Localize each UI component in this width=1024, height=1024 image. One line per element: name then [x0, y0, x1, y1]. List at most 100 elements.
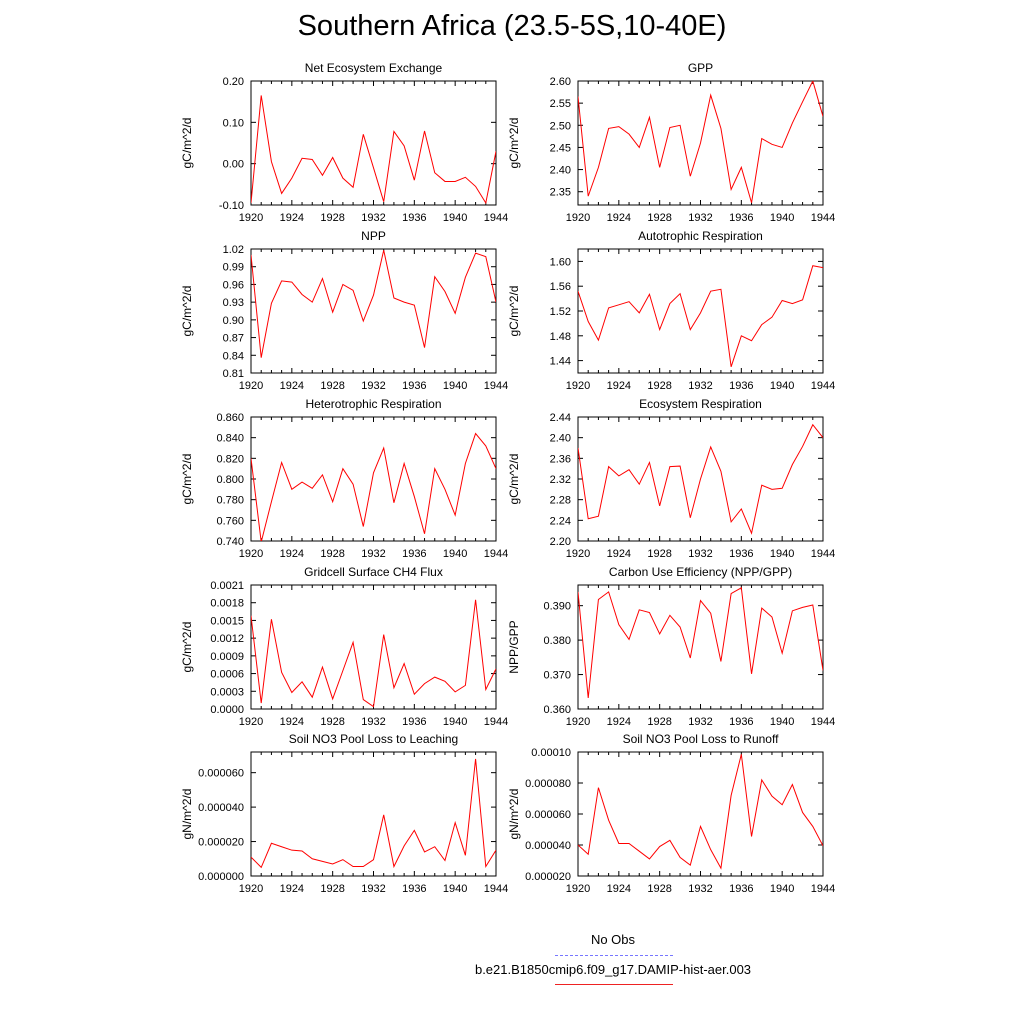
panel-4: Heterotrophic Respiration gC/m^2/d 1920 192…: [180, 397, 508, 560]
x-tick-label: 1936: [729, 380, 753, 392]
figure-title: Southern Africa (23.5-5S,10-40E): [297, 10, 727, 42]
x-tick-label: 1920: [566, 548, 590, 560]
x-tick-label: 1940: [770, 883, 794, 895]
y-tick-label: 2.36: [550, 453, 571, 465]
y-tick-label: 2.55: [550, 98, 571, 110]
series-line: [251, 758, 496, 869]
x-tick-label: 1920: [566, 883, 590, 895]
y-tick-label: 1.52: [550, 306, 571, 318]
x-tick-label: 1932: [361, 380, 385, 392]
x-tick-label: 1944: [811, 548, 835, 560]
y-tick-label: 0.000080: [525, 778, 571, 790]
panel-title: Carbon Use Efficiency (NPP/GPP): [609, 565, 792, 579]
plot-frame: [250, 80, 497, 206]
x-tick-label: 1924: [280, 883, 304, 895]
y-tick-label: 2.50: [550, 120, 571, 132]
y-tick-label: 0.800: [216, 474, 244, 486]
x-tick-label: 1928: [320, 883, 344, 895]
panel-title: Gridcell Surface CH4 Flux: [304, 565, 443, 579]
series-line: [578, 423, 823, 535]
y-tick-label: 2.32: [550, 474, 571, 486]
y-tick-label: 0.96: [223, 279, 244, 291]
x-tick-label: 1940: [443, 380, 467, 392]
y-tick-label: 0.81: [223, 368, 244, 380]
y-tick-label: 0.0003: [210, 686, 244, 698]
x-tick-label: 1924: [607, 212, 631, 224]
panel-0: Net Ecosystem Exchange gC/m^2/d 1920 1924 19…: [180, 61, 508, 224]
x-tick-label: 1920: [239, 212, 263, 224]
x-tick-label: 1932: [688, 548, 712, 560]
y-tick-label: 0.000040: [198, 802, 244, 814]
x-tick-label: 1924: [607, 716, 631, 728]
x-tick-label: 1932: [688, 380, 712, 392]
x-tick-label: 1932: [688, 212, 712, 224]
x-tick-label: 1924: [280, 716, 304, 728]
x-tick-label: 1920: [566, 212, 590, 224]
y-tick-label: 0.390: [543, 601, 571, 613]
x-tick-label: 1940: [770, 716, 794, 728]
y-axis-label: gC/m^2/d: [507, 454, 521, 505]
x-tick-label: 1928: [320, 380, 344, 392]
legend-line-model-run: [555, 984, 673, 985]
y-tick-label: 0.840: [216, 433, 244, 445]
x-tick-label: 1920: [239, 883, 263, 895]
y-tick-label: 0.0009: [210, 651, 244, 663]
x-tick-label: 1936: [402, 380, 426, 392]
x-tick-label: 1920: [566, 380, 590, 392]
series-line: [578, 81, 823, 203]
x-tick-label: 1932: [361, 883, 385, 895]
x-tick-label: 1944: [811, 380, 835, 392]
y-axis-label: NPP/GPP: [507, 620, 521, 673]
x-tick-label: 1928: [647, 883, 671, 895]
y-tick-label: 2.20: [550, 536, 571, 548]
x-tick-label: 1924: [607, 548, 631, 560]
x-tick-label: 1928: [320, 548, 344, 560]
y-tick-label: 2.44: [550, 412, 571, 424]
y-tick-label: 2.40: [550, 433, 571, 445]
panel-2: NPP gC/m^2/d 1920 1924 1928 1932 1936 1940 1944 0…: [180, 229, 508, 392]
y-tick-label: 0.820: [216, 453, 244, 465]
x-tick-label: 1944: [811, 212, 835, 224]
y-tick-label: 0.740: [216, 536, 244, 548]
y-tick-label: 0.0018: [210, 598, 244, 610]
plot-frame: [250, 584, 497, 710]
x-tick-label: 1928: [320, 212, 344, 224]
x-tick-label: 1944: [484, 548, 508, 560]
y-tick-label: 0.860: [216, 412, 244, 424]
y-tick-label: 0.10: [223, 117, 244, 129]
x-tick-label: 1932: [688, 716, 712, 728]
y-axis-label: gN/m^2/d: [507, 789, 521, 840]
y-tick-label: 0.0021: [210, 580, 244, 592]
y-axis-label: gC/m^2/d: [180, 118, 194, 169]
x-tick-label: 1940: [443, 883, 467, 895]
plot-frame: [577, 584, 824, 710]
x-tick-label: 1936: [729, 212, 753, 224]
x-tick-label: 1936: [729, 883, 753, 895]
x-tick-label: 1924: [607, 883, 631, 895]
y-tick-label: 2.40: [550, 165, 571, 177]
y-tick-label: 0.20: [223, 76, 244, 88]
series-line: [251, 432, 496, 541]
y-tick-label: 2.24: [550, 515, 571, 527]
y-tick-label: 2.35: [550, 187, 571, 199]
y-tick-label: 0.0015: [210, 615, 244, 627]
x-tick-label: 1936: [729, 716, 753, 728]
x-tick-label: 1920: [239, 716, 263, 728]
x-tick-label: 1920: [239, 380, 263, 392]
x-tick-label: 1928: [647, 548, 671, 560]
plot-frame: [250, 248, 497, 374]
y-tick-label: 2.60: [550, 76, 571, 88]
y-tick-label: 0.99: [223, 262, 244, 274]
x-tick-label: 1944: [811, 883, 835, 895]
x-tick-label: 1944: [484, 883, 508, 895]
series-line: [578, 754, 823, 870]
y-tick-label: 0.780: [216, 495, 244, 507]
x-tick-label: 1940: [443, 548, 467, 560]
x-tick-label: 1924: [280, 380, 304, 392]
y-tick-label: 0.00: [223, 159, 244, 171]
panel-5: Ecosystem Respiration gC/m^2/d 1920 1924 192…: [507, 397, 835, 560]
x-tick-label: 1928: [320, 716, 344, 728]
panel-title: Soil NO3 Pool Loss to Runoff: [623, 732, 780, 746]
panel-title: GPP: [688, 61, 713, 75]
